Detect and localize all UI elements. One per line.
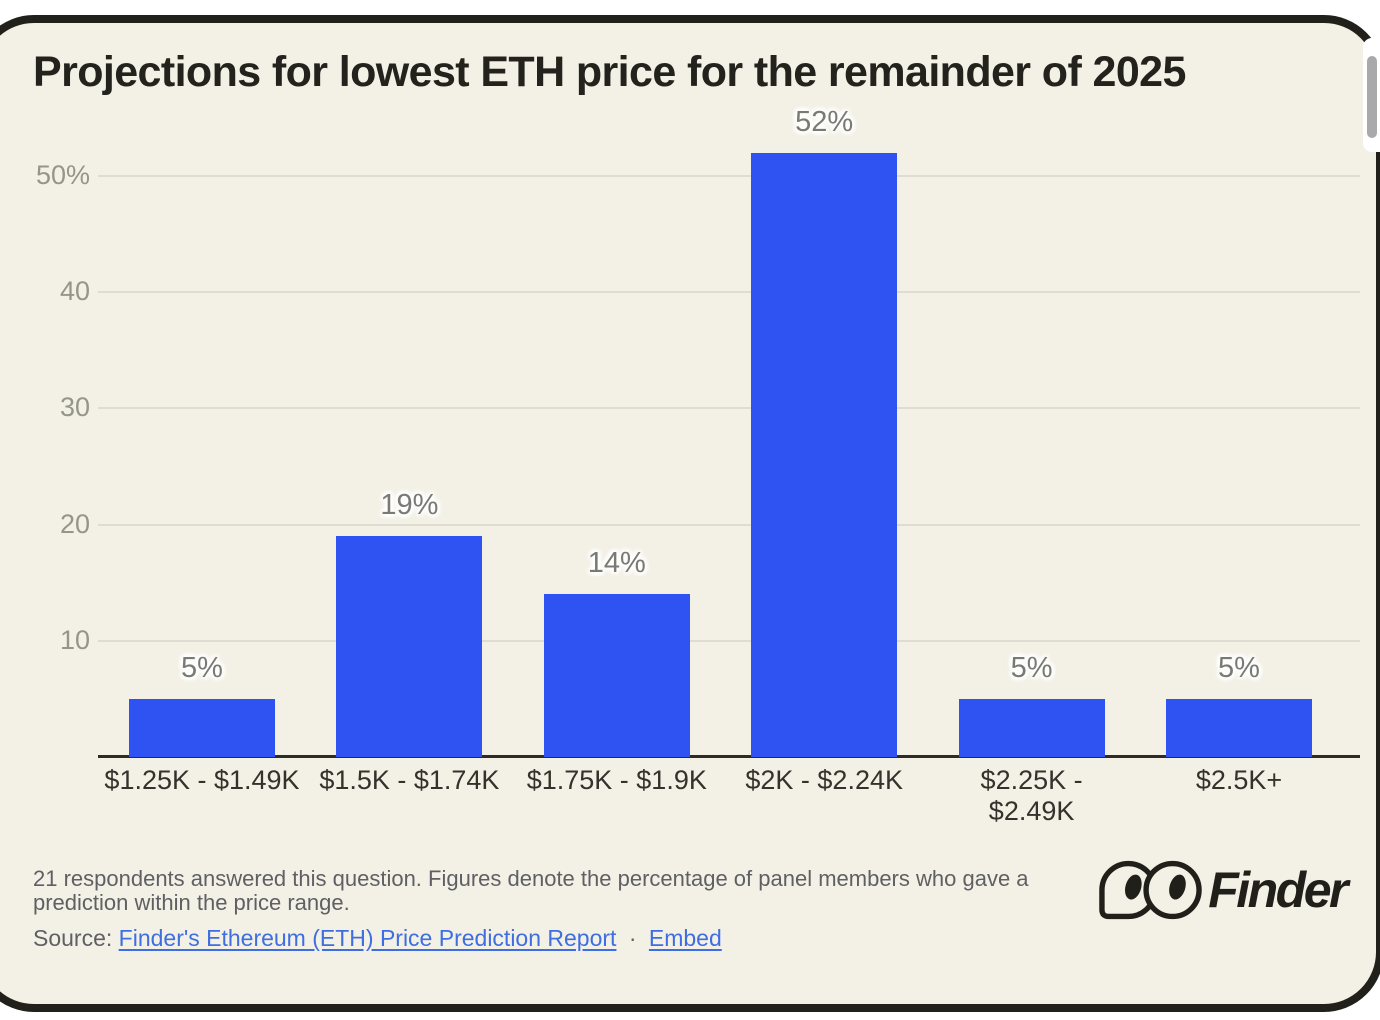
bar-value-label: 19% xyxy=(380,489,439,521)
x-axis-label: $1.5K - $1.74K xyxy=(319,765,500,795)
bar-5 xyxy=(958,699,1105,757)
bar-value-label: 5% xyxy=(181,652,223,684)
bar-value-label: 14% xyxy=(587,547,646,579)
scrollbar-thumb[interactable] xyxy=(1367,56,1377,138)
finder-logo-text: Finder xyxy=(1208,862,1348,918)
report-link[interactable]: Finder's Ethereum (ETH) Price Prediction… xyxy=(118,925,617,951)
gridline xyxy=(98,291,1360,294)
bar-6 xyxy=(1166,699,1312,757)
bar-value-label: 5% xyxy=(1010,652,1053,684)
y-axis-tick-label: 30 xyxy=(59,392,90,423)
source-line: Source: Finder's Ethereum (ETH) Price Pr… xyxy=(33,925,722,952)
x-axis-label: $1.25K - $1.49K xyxy=(104,765,300,795)
bar-4 xyxy=(751,153,898,757)
x-axis-label: $1.75K - $1.9K xyxy=(526,765,707,795)
y-axis-tick-label: 10 xyxy=(59,624,90,655)
bar-value-label: 52% xyxy=(795,106,854,138)
chart-card xyxy=(0,15,1380,1012)
y-axis-tick-label: 40 xyxy=(59,276,90,307)
bar-1 xyxy=(129,699,275,757)
x-axis-label: $2K - $2.24K xyxy=(745,765,903,795)
gridline xyxy=(98,523,1360,526)
bar-3 xyxy=(543,594,690,757)
source-prefix-label: Source: xyxy=(33,925,113,951)
x-axis-label: $2.25K - $2.49K xyxy=(980,765,1083,826)
y-axis-tick-label: 20 xyxy=(59,508,90,539)
chart-title: Projections for lowest ETH price for the… xyxy=(33,48,1186,96)
gridline xyxy=(98,639,1360,642)
bar-value-label: 5% xyxy=(1218,652,1260,684)
link-separator: · xyxy=(628,925,637,951)
x-axis-line xyxy=(98,755,1360,758)
embed-link[interactable]: Embed xyxy=(648,925,722,951)
finder-logo: Finder xyxy=(1099,860,1348,920)
gridline xyxy=(98,407,1360,410)
x-axis-label: $2.5K+ xyxy=(1195,765,1283,795)
bar-2 xyxy=(336,536,483,757)
y-axis-tick-label: 50% xyxy=(35,160,90,190)
chart-footnote: 21 respondents answered this question. F… xyxy=(33,866,1029,915)
finder-eyes-icon xyxy=(1099,860,1202,920)
gridline xyxy=(98,175,1360,177)
